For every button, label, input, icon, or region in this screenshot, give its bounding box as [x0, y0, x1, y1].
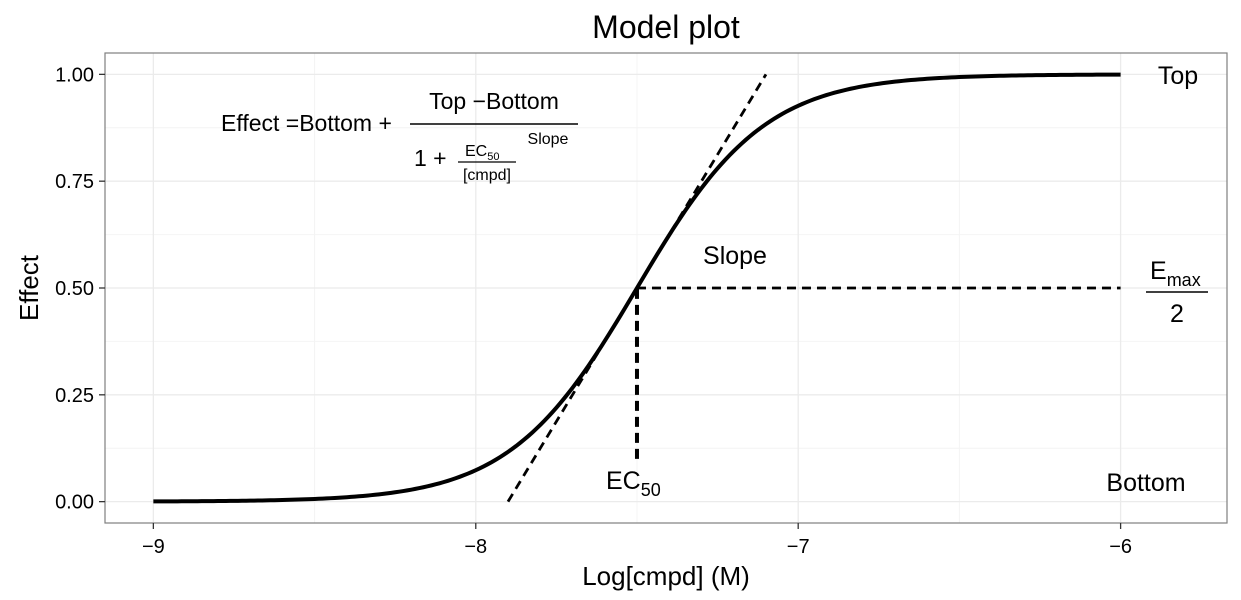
x-tick-label: −6	[1109, 536, 1132, 558]
emax-denominator: 2	[1170, 300, 1184, 328]
dose-response-curve	[153, 72, 1121, 504]
emax-main: E	[1150, 257, 1167, 285]
svg-text:Emax: Emax	[1150, 257, 1201, 290]
x-axis: −9 −8 −7 −6	[142, 523, 1132, 558]
y-axis-title: Effect	[14, 254, 44, 321]
y-tick-label: 1.00	[55, 64, 94, 86]
formula-inner-numerator: EC50	[465, 143, 499, 163]
top-label: Top	[1158, 62, 1198, 90]
emax-over-2-label: Emax 2	[1146, 257, 1208, 328]
ec50-label-sub: 50	[641, 480, 661, 500]
ec50-label-main: EC	[606, 467, 641, 495]
bottom-label: Bottom	[1106, 469, 1185, 497]
inner-num-main: EC	[465, 143, 487, 160]
slope-tangent-line	[506, 73, 768, 503]
inner-num-sub: 50	[487, 151, 499, 163]
minor-grid	[105, 53, 1227, 523]
y-axis: 0.00 0.25 0.50 0.75 1.00	[55, 64, 105, 514]
ec50-label: EC50	[606, 467, 661, 500]
formula-lhs: Effect =Bottom +	[221, 110, 392, 136]
x-tick-label: −9	[142, 536, 165, 558]
formula-numerator: Top −Bottom	[429, 88, 559, 114]
y-tick-label: 0.00	[55, 492, 94, 514]
x-tick-label: −8	[464, 536, 487, 558]
x-axis-title: Log[cmpd] (M)	[582, 561, 750, 591]
formula-den-prefix: 1 +	[414, 145, 447, 171]
y-tick-label: 0.50	[55, 278, 94, 300]
formula-inner-denominator: [cmpd]	[463, 167, 511, 184]
emax-sub: max	[1167, 270, 1201, 290]
formula-exponent: Slope	[528, 131, 569, 148]
chart-title: Model plot	[592, 9, 740, 45]
x-tick-label: −7	[787, 536, 810, 558]
y-tick-label: 0.75	[55, 171, 94, 193]
y-tick-label: 0.25	[55, 385, 94, 407]
hill-equation: Effect =Bottom + Top −Bottom Slope 1 + E…	[221, 88, 578, 184]
slope-label: Slope	[703, 242, 767, 270]
